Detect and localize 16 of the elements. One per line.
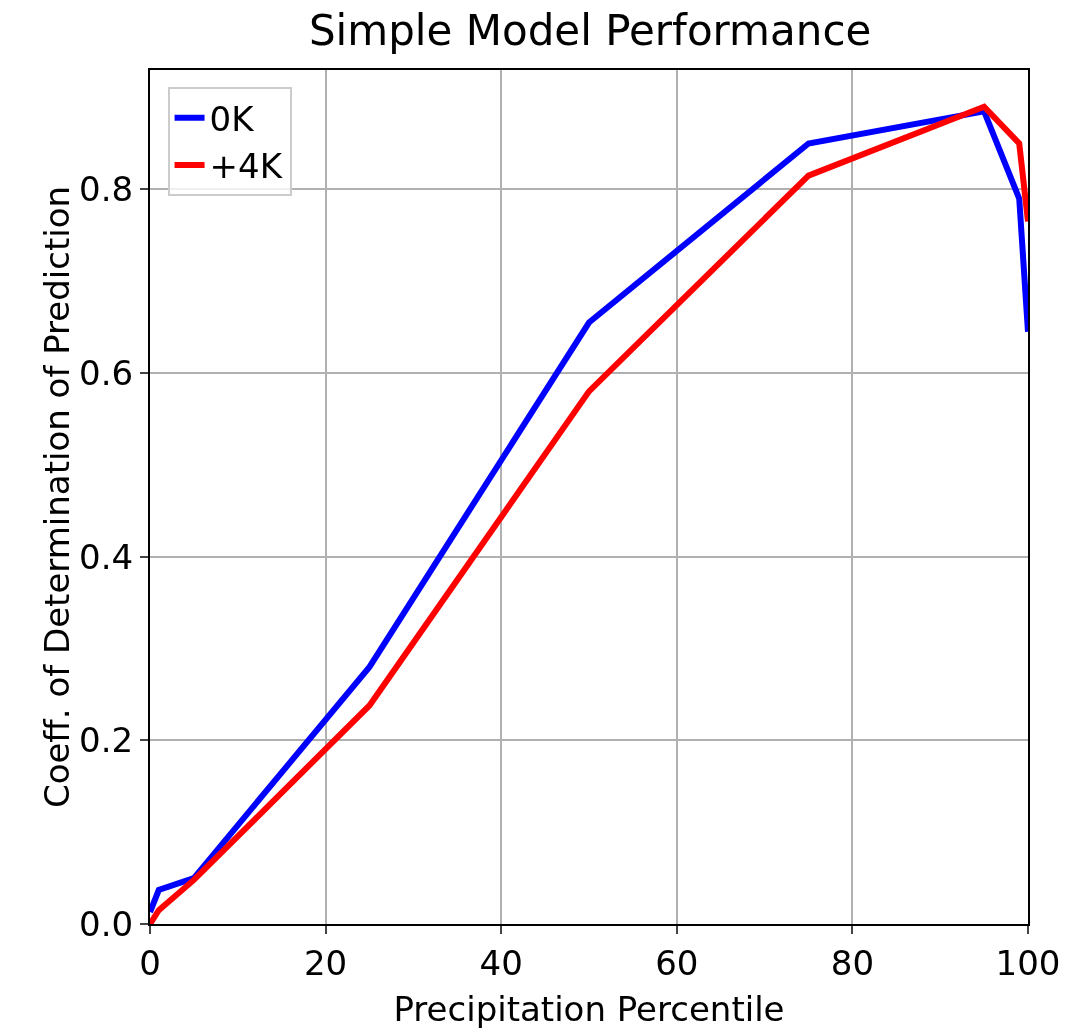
- y-axis-title: Coeff. of Determination of Prediction: [37, 185, 78, 809]
- x-tick-label: 100: [995, 942, 1061, 983]
- y-tick-label: 0.8: [79, 169, 134, 210]
- x-tick-label: 40: [479, 942, 523, 983]
- legend-label: +4K: [209, 146, 284, 187]
- x-axis-title: Precipitation Percentile: [393, 989, 785, 1029]
- y-tick-label: 0.0: [79, 903, 134, 944]
- x-tick-label: 60: [655, 942, 699, 983]
- chart-title: Simple Model Performance: [308, 5, 872, 55]
- x-tick-label: 20: [303, 942, 348, 983]
- y-tick-label: 0.6: [79, 352, 134, 393]
- legend-label: 0K: [209, 98, 256, 139]
- x-tick-label: 80: [830, 942, 875, 983]
- x-tick-label: 0: [139, 942, 161, 983]
- y-tick-label: 0.4: [79, 536, 134, 577]
- y-tick-label: 0.2: [79, 720, 134, 761]
